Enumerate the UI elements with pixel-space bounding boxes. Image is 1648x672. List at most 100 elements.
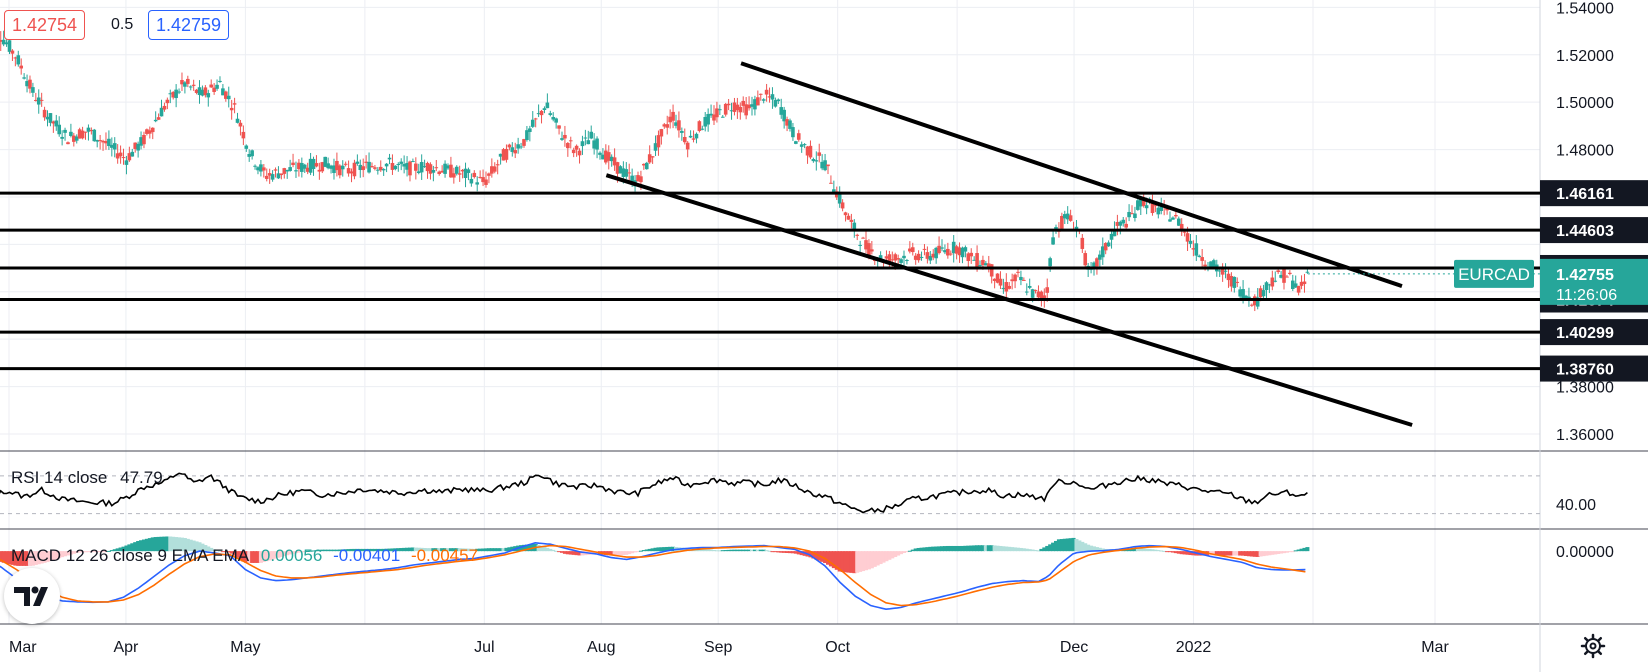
candle-body — [568, 140, 573, 142]
macd-histogram-bar — [998, 545, 1003, 552]
tradingview-logo-icon[interactable] — [4, 568, 60, 624]
candle-body — [1092, 262, 1096, 268]
candle-body — [533, 118, 538, 120]
macd-histogram-bar — [785, 551, 790, 553]
candle-body — [618, 166, 623, 174]
macd-histogram-bar — [1302, 547, 1307, 552]
macd-histogram-bar — [232, 551, 237, 556]
candle-body — [285, 169, 290, 172]
candle-body — [764, 89, 769, 95]
rsi-legend[interactable]: RSI 14 close 47.79 — [11, 468, 163, 488]
macd-histogram-bar — [650, 548, 655, 552]
macd-histogram-bar — [483, 548, 488, 552]
macd-histogram-bar — [317, 549, 322, 552]
macd-histogram-bar — [92, 551, 97, 553]
macd-histogram-bar — [782, 551, 787, 553]
macd-histogram-bar — [720, 550, 725, 552]
macd-histogram-bar — [305, 551, 310, 553]
macd-histogram-bar — [1305, 547, 1310, 552]
macd-histogram-bar — [355, 548, 360, 552]
candle-body — [1121, 219, 1126, 224]
macd-histogram-bar — [521, 544, 526, 552]
macd-histogram-bar — [1279, 551, 1284, 554]
horizontal-levels[interactable] — [0, 191, 1540, 371]
bid-price: 1.42754 — [12, 15, 78, 35]
candle-body — [288, 167, 292, 171]
candle-body — [317, 169, 322, 172]
candle-body — [1197, 255, 1202, 257]
candle-body — [1305, 271, 1310, 273]
candle-body — [694, 133, 699, 139]
macd-histogram-bar — [1068, 538, 1073, 552]
candle-body — [832, 189, 836, 193]
trendline — [740, 61, 1403, 288]
macd-histogram-bar — [1214, 551, 1219, 556]
macd-histogram-bar — [1276, 551, 1281, 554]
candle-body — [1013, 274, 1017, 282]
price-tags: 1.461611.446031.430041.416741.402991.387… — [1307, 180, 1648, 382]
candle-body — [367, 161, 371, 173]
candle-body — [484, 179, 488, 185]
candle-body — [1238, 289, 1242, 297]
macd-histogram-bar — [711, 549, 716, 552]
bid-price-box[interactable]: 1.42754 — [4, 10, 86, 40]
macd-histogram-bar — [267, 551, 272, 561]
candle-body — [267, 173, 272, 176]
rsi-tick-label: 40.00 — [1556, 497, 1596, 514]
rsi-line — [0, 472, 1308, 514]
macd-histogram-bar — [361, 548, 366, 552]
macd-histogram-bar — [937, 546, 942, 552]
macd-histogram-bar — [431, 548, 436, 552]
price-axis[interactable]: 1.54000 1.52000 1.50000 1.48000 1.38000 1.360… — [1556, 0, 1614, 561]
macd-histogram-bar — [469, 548, 474, 552]
candle-body — [586, 140, 591, 145]
macd-histogram-bar — [250, 551, 255, 563]
candle-body — [0, 40, 3, 42]
macd-histogram-bar — [863, 551, 868, 571]
candle-body — [174, 89, 178, 99]
macd-histogram-bar — [995, 545, 1000, 552]
candle-body — [513, 150, 518, 154]
time-tick-label: Mar — [9, 639, 37, 656]
macd-histogram-bar — [1249, 551, 1254, 557]
macd-histogram-bar — [229, 551, 234, 554]
ask-price-box[interactable]: 1.42759 — [148, 10, 230, 40]
candle-body — [560, 138, 564, 140]
candle-body — [434, 167, 439, 169]
candle-body — [150, 127, 155, 133]
macd-histogram-bar — [1054, 540, 1059, 552]
candle-body — [449, 164, 453, 178]
candle-body — [294, 170, 298, 172]
macd-histogram-bar — [1261, 551, 1266, 557]
candle-body — [89, 130, 94, 132]
macd-histogram-bar — [910, 549, 915, 552]
macd-histogram-bar — [358, 548, 363, 552]
candle-body — [636, 175, 640, 182]
macd-histogram-bar — [215, 550, 220, 552]
trendlines[interactable] — [605, 61, 1413, 427]
candle-body — [978, 265, 982, 267]
macd-histogram-bar — [127, 544, 132, 552]
macd-histogram-bar — [36, 551, 41, 565]
macd-histogram-bar — [975, 545, 980, 552]
macd-histogram-bar — [945, 545, 950, 552]
macd-legend[interactable]: MACD 12 26 close 9 EMA EMA 0.00056 -0.00… — [11, 546, 478, 566]
macd-histogram-bar — [901, 551, 906, 554]
candle-body — [244, 145, 249, 149]
candle-body — [639, 176, 643, 183]
candle-body — [536, 113, 541, 115]
macd-histogram-bar — [285, 551, 290, 556]
macd-histogram-bar — [95, 551, 100, 553]
candle-body — [314, 163, 319, 167]
gear-icon[interactable] — [1580, 633, 1606, 659]
macd-histogram-bar — [475, 548, 480, 552]
macd-histogram-bar — [1138, 548, 1143, 552]
candle-body — [92, 129, 97, 142]
time-axis[interactable]: Mar Apr May Jul Aug Sep Oct Dec 2022 Mar — [9, 639, 1449, 656]
macd-histogram-bar — [843, 551, 848, 573]
macd-histogram-bar — [177, 537, 182, 552]
candle-body — [419, 162, 424, 173]
macd-histogram-bar — [758, 549, 763, 552]
candle-body — [326, 163, 330, 169]
